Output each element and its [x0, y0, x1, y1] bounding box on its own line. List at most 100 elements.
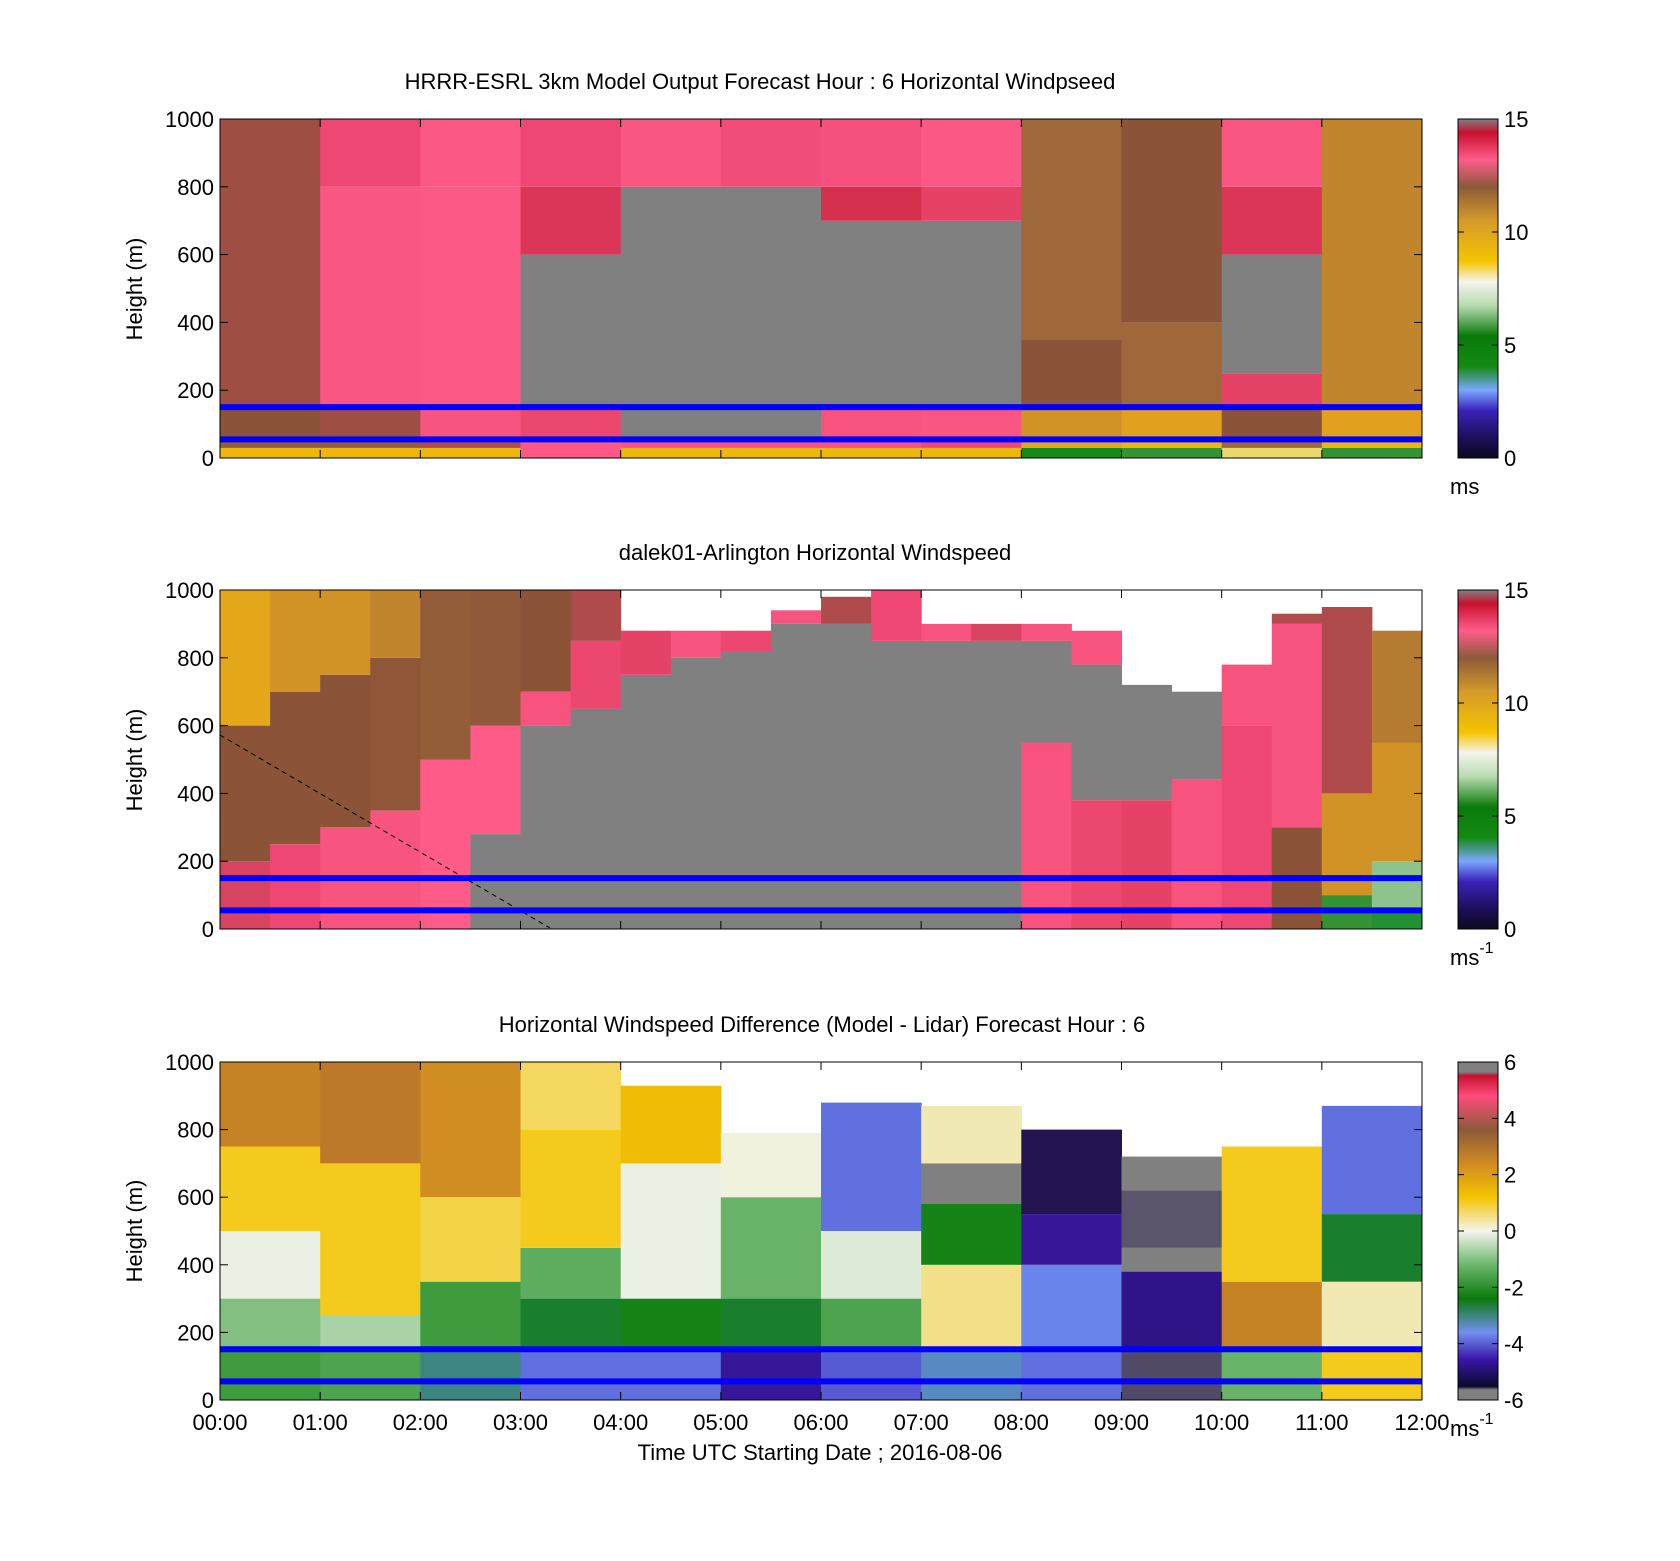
cell	[520, 119, 622, 187]
cell	[821, 437, 922, 448]
cell	[921, 1163, 1022, 1204]
cell	[821, 119, 922, 187]
cell	[1321, 447, 1423, 458]
cell	[720, 119, 822, 187]
cell	[921, 119, 1022, 187]
y-tick-label: 0	[202, 917, 214, 942]
cell	[620, 437, 722, 448]
panel-model-ylabel: Height (m)	[122, 238, 147, 341]
cell	[720, 1298, 822, 1350]
colorbar-tick-label: 15	[1504, 107, 1528, 132]
cell	[670, 657, 722, 929]
cell	[620, 1163, 722, 1299]
cell	[270, 844, 321, 930]
cell	[821, 596, 872, 624]
y-tick-label: 600	[177, 1185, 214, 1210]
x-tick-label: 08:00	[994, 1410, 1049, 1435]
cell	[1371, 861, 1423, 909]
cell	[270, 590, 321, 692]
cell	[871, 590, 922, 641]
cell	[420, 186, 521, 408]
panel-lidar-pbl-lines	[220, 875, 1422, 914]
cell	[320, 1163, 421, 1316]
colorbar-tick-label: 10	[1504, 220, 1528, 245]
cell	[821, 447, 922, 458]
cell	[220, 725, 271, 862]
cell	[420, 407, 521, 438]
cell	[320, 119, 421, 187]
cell	[1021, 437, 1122, 448]
y-tick-label: 1000	[165, 578, 214, 603]
colorbar-unit: ms	[1450, 474, 1479, 499]
cell	[320, 674, 371, 828]
cell	[1321, 407, 1423, 438]
colorbar-tick-label: -6	[1504, 1388, 1524, 1413]
panel-lidar-dashed-line	[219, 734, 551, 929]
cell	[1121, 119, 1223, 323]
cell	[971, 640, 1022, 929]
cell	[821, 1231, 922, 1299]
cell	[1321, 437, 1423, 448]
cell	[1021, 623, 1072, 641]
cell	[720, 1197, 822, 1299]
cell	[520, 725, 572, 929]
x-tick-label: 12:00	[1394, 1410, 1449, 1435]
cell	[420, 437, 521, 448]
cell	[1221, 407, 1323, 438]
cell	[720, 447, 822, 458]
cell	[620, 119, 722, 187]
cell	[1021, 119, 1122, 340]
y-tick-label: 0	[202, 446, 214, 471]
x-tick-label: 04:00	[593, 1410, 648, 1435]
x-tick-label: 03:00	[493, 1410, 548, 1435]
cell	[620, 447, 722, 458]
cell	[420, 119, 521, 187]
cell	[921, 623, 972, 641]
cell	[921, 1349, 1022, 1400]
cell	[770, 610, 822, 624]
panel-difference-title: Horizontal Windspeed Difference (Model -…	[499, 1012, 1145, 1037]
cell	[1221, 447, 1323, 458]
cell	[470, 725, 521, 835]
colorbar-tick-label: 0	[1504, 917, 1516, 942]
x-tick-label: 09:00	[1094, 1410, 1149, 1435]
cell	[420, 590, 471, 760]
y-tick-label: 400	[177, 310, 214, 335]
cell	[1121, 1271, 1223, 1350]
panel-difference: Horizontal Windspeed Difference (Model -…	[122, 1012, 1524, 1465]
cell	[620, 1298, 722, 1350]
cell	[1071, 664, 1122, 801]
cell	[420, 1349, 521, 1400]
panel-lidar-x-axis	[219, 590, 1423, 929]
cell	[821, 1349, 922, 1400]
cell	[420, 759, 471, 929]
cell	[1121, 437, 1223, 448]
panel-model-y-axis: 0 200 400 600 800 1000	[165, 107, 1422, 471]
cell	[1321, 1105, 1423, 1215]
colorbar-tick-label: -2	[1504, 1275, 1524, 1300]
cell	[921, 186, 1022, 221]
panel-model-cells	[220, 119, 1423, 458]
cell	[770, 623, 822, 929]
colorbar-unit-exponent: -1	[1479, 940, 1493, 957]
panel-lidar-y-axis: 0 200 400 600 800 1000	[165, 578, 1422, 942]
cell	[470, 590, 521, 726]
panel-lidar-colorbar: 0 5 10 15 ms-1	[1450, 578, 1528, 970]
cell	[1321, 1349, 1423, 1400]
cell	[921, 407, 1022, 438]
cell	[1221, 725, 1273, 929]
cell	[520, 1129, 622, 1248]
cell	[821, 186, 922, 221]
panel-model-x-axis	[219, 119, 1423, 458]
cell	[320, 590, 371, 675]
x-tick-label: 06:00	[793, 1410, 848, 1435]
x-tick-label: 05:00	[693, 1410, 748, 1435]
cell	[1071, 630, 1122, 665]
colorbar-tick-label: 0	[1504, 446, 1516, 471]
cell	[921, 220, 1022, 408]
cell	[220, 1349, 321, 1400]
cell	[720, 651, 772, 929]
cell	[220, 1062, 321, 1147]
cell	[420, 1197, 521, 1282]
colorbar-tick-label: 4	[1504, 1106, 1516, 1131]
